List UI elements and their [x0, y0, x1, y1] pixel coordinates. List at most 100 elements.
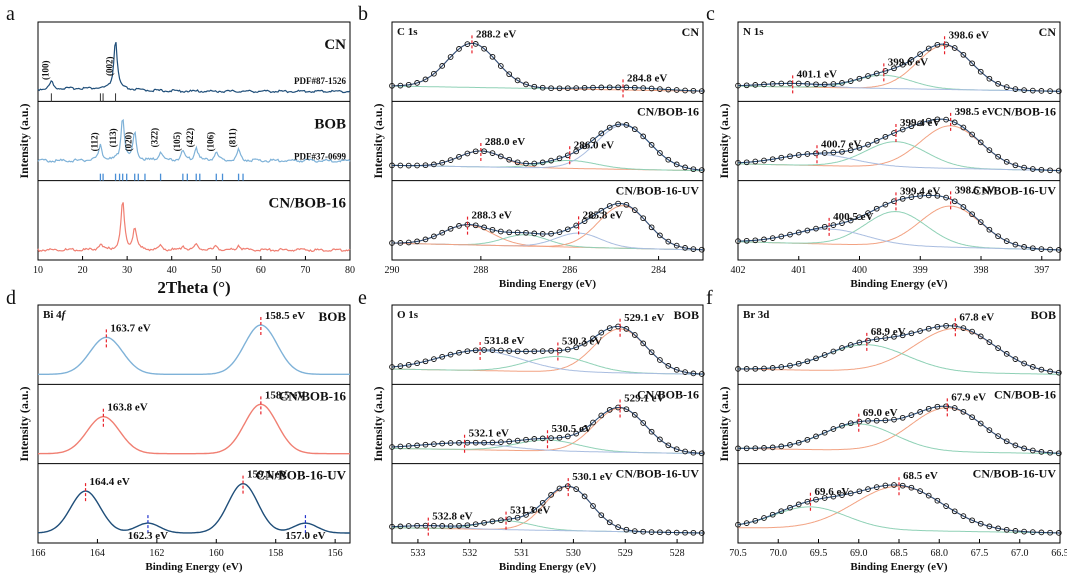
peak-label: 401.1 eV — [797, 68, 837, 80]
data-point — [447, 54, 454, 60]
data-point — [682, 87, 688, 94]
data-point — [891, 130, 897, 136]
data-point — [548, 492, 554, 498]
data-point — [1038, 366, 1045, 373]
peak-label: 67.8 eV — [959, 311, 994, 323]
y-axis-label: Intensity (a.u.) — [717, 386, 731, 461]
data-point — [1029, 529, 1036, 535]
x-tick-label: 67.5 — [971, 548, 989, 559]
data-point — [891, 65, 897, 72]
data-point — [489, 439, 496, 446]
data-point — [414, 162, 420, 169]
data-point — [873, 336, 880, 343]
data-point — [698, 88, 705, 94]
data-point — [891, 198, 897, 205]
data-point — [514, 159, 521, 166]
data-point — [882, 335, 889, 341]
data-point — [934, 116, 941, 123]
hkl-label: (113) — [108, 128, 118, 147]
data-point — [631, 207, 638, 213]
data-point — [873, 137, 880, 144]
x-tick-label: 166 — [31, 548, 46, 559]
data-point — [847, 147, 854, 154]
series-label: BOB — [319, 309, 347, 324]
x-tick-label: 50 — [211, 265, 221, 276]
element-label: N 1s — [743, 26, 764, 38]
data-point — [631, 528, 638, 534]
data-point — [657, 86, 663, 92]
hkl-label: (32̄2) — [150, 128, 160, 148]
data-point — [873, 70, 880, 77]
data-point — [787, 362, 793, 369]
data-point — [472, 222, 479, 229]
data-point — [648, 85, 655, 92]
fit-envelope — [392, 123, 704, 171]
data-point — [1021, 244, 1027, 250]
data-point — [531, 507, 538, 513]
data-point — [1055, 369, 1062, 376]
panel-frame-e — [391, 304, 704, 544]
x-tick-label: 286 — [562, 265, 577, 276]
element-text: N 1s — [743, 26, 764, 38]
panel-letter-a: a — [6, 3, 15, 25]
data-point — [1003, 238, 1010, 244]
data-point — [414, 442, 420, 449]
x-tick-label: 30 — [122, 265, 132, 276]
x-tick-label: 288 — [473, 265, 488, 276]
x-tick-label: 531 — [514, 548, 529, 559]
data-point — [986, 339, 993, 345]
data-point — [481, 45, 487, 52]
hkl-label: (112) — [89, 132, 99, 151]
data-point — [882, 68, 889, 74]
peak-label: 157.0 eV — [285, 530, 325, 542]
data-point — [865, 210, 871, 216]
data-point — [422, 162, 429, 169]
data-point — [839, 492, 845, 498]
x-tick-label: 68.5 — [890, 548, 908, 559]
x-tick-label: 530 — [566, 548, 581, 559]
data-point — [564, 346, 571, 353]
hkl-label: (811) — [228, 128, 238, 147]
data-point — [506, 156, 513, 163]
data-point — [447, 523, 454, 529]
data-point — [657, 150, 663, 156]
data-point — [690, 370, 697, 377]
data-point — [986, 523, 993, 530]
data-point — [752, 237, 759, 244]
data-point — [464, 439, 471, 446]
data-point — [447, 225, 454, 232]
data-point — [1012, 86, 1019, 92]
data-point — [925, 325, 932, 332]
data-point — [839, 80, 845, 86]
series-label: BOB — [674, 308, 699, 322]
data-point — [943, 116, 949, 123]
panel-letter-b: b — [358, 3, 368, 25]
data-point — [960, 325, 967, 331]
data-point — [606, 519, 613, 526]
data-point — [1029, 447, 1036, 454]
data-point — [556, 85, 563, 92]
y-axis-label: Intensity (a.u.) — [17, 103, 31, 178]
x-tick-label: 160 — [209, 548, 224, 559]
x-tick-label: 162 — [149, 548, 164, 559]
panel-frame-d — [37, 304, 351, 544]
y-axis-label: Intensity (a.u.) — [371, 103, 385, 178]
data-point — [631, 126, 638, 133]
data-point — [665, 442, 672, 449]
data-point — [389, 162, 395, 169]
data-point — [804, 227, 811, 234]
peak-label: 400.7 eV — [821, 138, 861, 150]
data-point — [1003, 84, 1010, 90]
data-point — [548, 347, 554, 354]
data-point — [977, 520, 984, 527]
data-point — [631, 84, 638, 91]
data-point — [969, 328, 975, 335]
panel-letter-e: e — [358, 287, 367, 309]
x-axis-label: Binding Energy (eV) — [850, 278, 948, 290]
data-point — [908, 194, 915, 200]
data-point — [778, 80, 785, 87]
data-point — [873, 205, 880, 212]
data-point — [761, 445, 767, 451]
data-point — [847, 217, 854, 224]
hkl-label: (002) — [105, 56, 115, 76]
